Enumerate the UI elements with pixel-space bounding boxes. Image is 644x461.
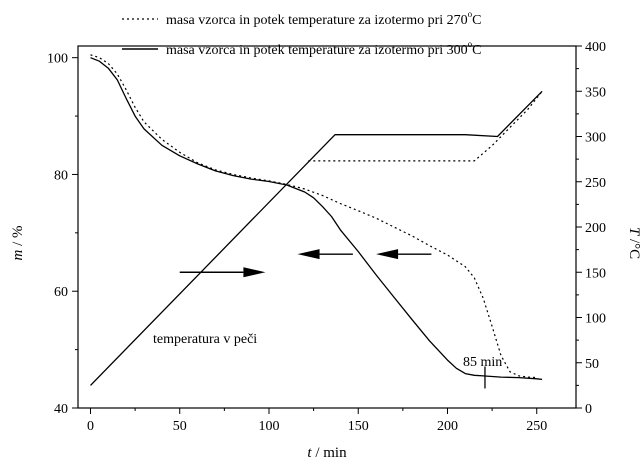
arrow-head-1 [297,249,320,260]
legend-text-300-main: masa vzorca in potek temperature za izot… [166,43,468,58]
x-axis-title-italic: t [307,445,312,461]
series-line-0 [90,54,537,379]
axes [77,45,577,409]
arrow-head-0 [243,267,266,278]
legend-text-270-tail: C [472,13,481,28]
y-right-tick-label: 350 [585,85,606,100]
series-line-2 [308,90,543,162]
legend-text-300: masa vzorca in potek temperature za izot… [166,39,482,58]
x-axis-title-rest: / min [312,445,348,461]
y-left-tick-label: 60 [54,285,68,300]
series [90,54,543,386]
y-right-axis-title-rest: /°C [626,235,642,259]
series-line-3 [90,90,543,386]
annotation-85-min: 85 min [463,355,502,370]
ticks: 0 50 100 150 200 250 40 60 80 100 0 50 100 150 200 250 3… [47,40,606,434]
y-left-axis-title-italic: m [10,250,26,261]
y-right-tick-label: 150 [585,266,606,281]
y-left-tick-label: 100 [47,52,68,67]
y-right-tick-label: 200 [585,221,606,236]
annotation-temperatura: temperatura v peči [153,332,257,347]
y-left-tick-label: 40 [54,402,68,417]
legend-text-270-main: masa vzorca in potek temperature za izot… [166,13,468,28]
legend-text-300-tail: C [472,43,481,58]
y-left-axis-title: m / % [10,225,26,260]
series-line-1 [90,57,543,381]
y-right-tick-label: 300 [585,131,606,146]
x-tick-label: 250 [526,419,547,434]
x-axis-title: t / min [307,445,347,461]
legend: masa vzorca in potek temperature za izot… [122,9,482,58]
y-left-axis-title-rest: / % [10,225,26,249]
y-right-tick-label: 50 [585,357,599,372]
x-tick-label: 200 [437,419,458,434]
legend-text-270-sup: o [468,9,473,19]
x-tick-label: 50 [173,419,187,434]
legend-text-270: masa vzorca in potek temperature za izot… [166,9,482,28]
y-right-axis-title-italic: T [626,227,642,237]
y-right-axis-title: T /°C [626,227,642,259]
x-tick-label: 100 [258,419,279,434]
plot-frame [77,45,577,409]
x-tick-label: 0 [87,419,94,434]
arrow-head-2 [376,249,399,260]
arrows [179,249,432,278]
y-right-tick-label: 100 [585,312,606,327]
x-tick-label: 150 [348,419,369,434]
y-left-tick-label: 80 [54,168,68,183]
y-right-tick-label: 400 [585,40,606,55]
legend-text-300-sup: o [468,39,473,49]
y-right-tick-label: 0 [585,402,592,417]
y-right-tick-label: 250 [585,176,606,191]
